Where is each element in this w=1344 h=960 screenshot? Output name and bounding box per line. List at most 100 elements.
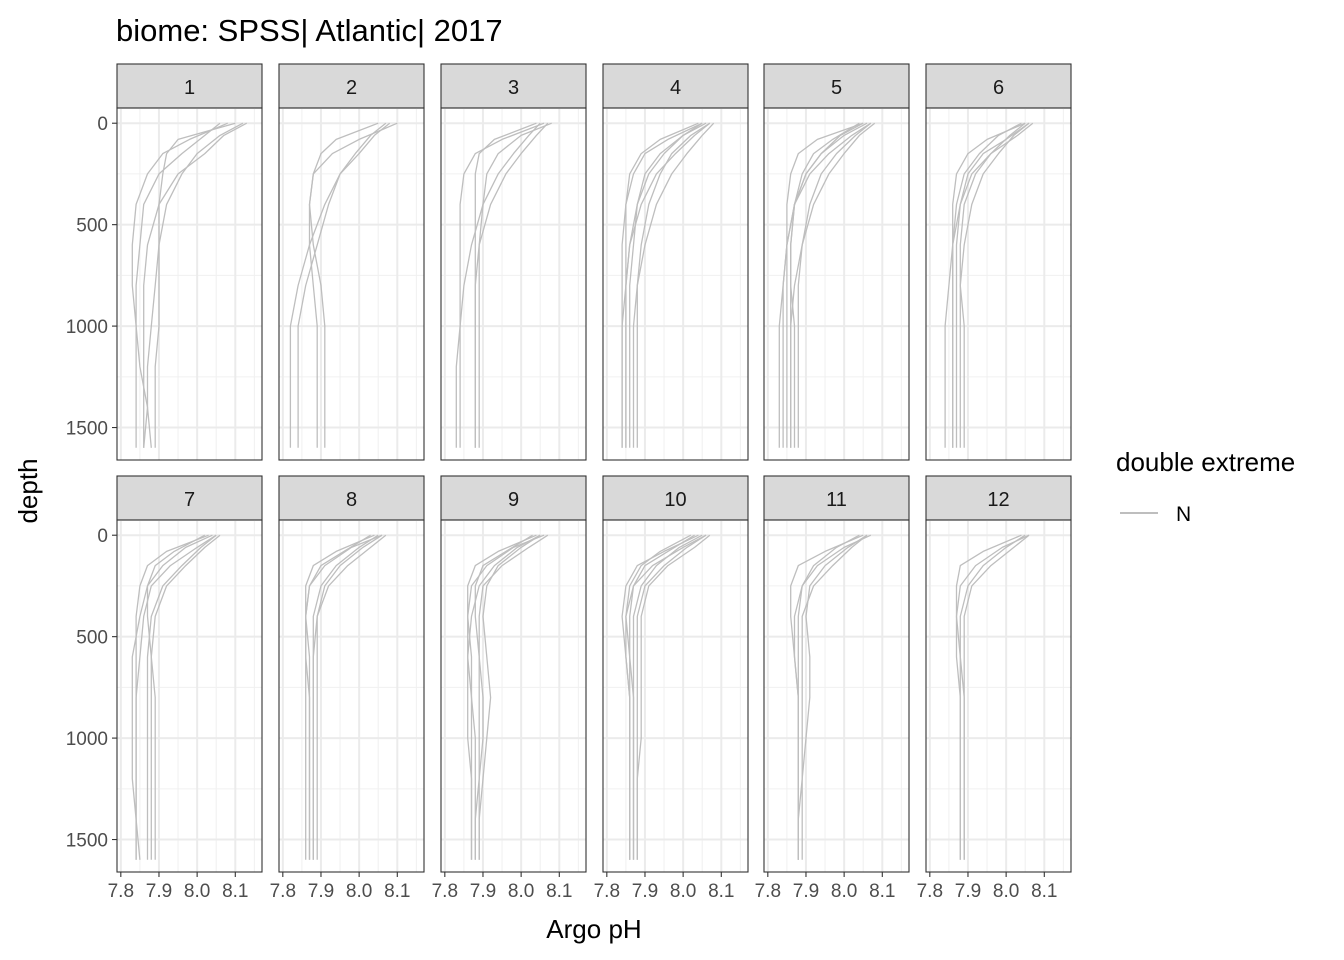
y-tick-label: 1000 xyxy=(66,729,108,750)
facet-strip-label: 10 xyxy=(664,489,686,511)
profile-line xyxy=(959,534,1026,860)
y-tick-label: 1500 xyxy=(66,419,108,440)
profile-line xyxy=(308,122,398,448)
facet-strip xyxy=(440,475,587,521)
facet-panel-2: 2 xyxy=(278,63,425,461)
profile-line xyxy=(305,534,371,860)
x-tick-label: 7.8 xyxy=(594,881,620,902)
facet-strip-label: 3 xyxy=(508,77,519,99)
y-tick-label: 500 xyxy=(76,216,108,237)
profile-line xyxy=(629,122,707,448)
profile-line xyxy=(790,122,860,448)
facet-strip xyxy=(116,475,263,521)
panel-border xyxy=(763,107,910,461)
x-tick-label: 7.9 xyxy=(632,881,658,902)
x-tick-label: 7.9 xyxy=(793,881,819,902)
profile-line xyxy=(632,122,715,448)
x-tick-label: 7.8 xyxy=(917,881,943,902)
profile-line xyxy=(467,534,541,860)
facet-strip xyxy=(763,63,910,109)
facet-panel-9: 9 7.8 7.9 8.0 8.1 xyxy=(432,475,587,902)
x-axis-title: Argo pH xyxy=(546,914,641,944)
facet-panel-7: 7 0 500 1000 1500 7.8 7.9 8.0 8.1 xyxy=(66,475,263,902)
x-tick-label: 8.1 xyxy=(708,881,734,902)
profile-line xyxy=(621,122,703,448)
panel-border xyxy=(602,107,749,461)
panel-border xyxy=(925,107,1072,461)
facet-strip xyxy=(116,63,263,109)
x-tick-label: 8.1 xyxy=(1031,881,1057,902)
profile-line xyxy=(959,122,1026,448)
x-tick-label: 8.0 xyxy=(508,881,534,902)
facet-strip xyxy=(602,63,749,109)
profile-line xyxy=(135,534,209,860)
profile-line xyxy=(797,534,860,860)
profile-line xyxy=(474,534,533,860)
profile-line xyxy=(474,122,537,448)
profile-line xyxy=(636,534,707,860)
y-axis-title: depth xyxy=(13,458,43,523)
panel-border xyxy=(116,107,263,461)
profile-line xyxy=(478,534,541,860)
profile-line xyxy=(625,534,692,860)
x-tick-label: 8.1 xyxy=(384,881,410,902)
facet-panel-3: 3 xyxy=(440,63,587,461)
facet-strip xyxy=(925,475,1072,521)
legend: double extreme N xyxy=(1116,447,1295,526)
facet-strip-label: 1 xyxy=(184,77,195,99)
facet-strip xyxy=(602,475,749,521)
panel-border xyxy=(278,519,425,873)
profile-line xyxy=(625,122,703,448)
panel-border xyxy=(602,519,749,873)
x-tick-label: 8.1 xyxy=(546,881,572,902)
facet-strip-label: 7 xyxy=(184,489,195,511)
x-tick-label: 7.8 xyxy=(270,881,296,902)
profile-line xyxy=(131,534,213,860)
facet-strip-label: 12 xyxy=(987,489,1009,511)
x-tick-label: 8.0 xyxy=(184,881,210,902)
profile-line xyxy=(146,534,217,860)
facet-panel-10: 10 7.8 7.9 8.0 8.1 xyxy=(594,475,749,902)
facet-strip-label: 6 xyxy=(993,77,1004,99)
chart-title: biome: SPSS| Atlantic| 2017 xyxy=(116,13,503,48)
facet-strip-label: 5 xyxy=(831,77,842,99)
panel-border xyxy=(116,519,263,873)
panel-border xyxy=(278,107,425,461)
profile-line xyxy=(782,122,864,448)
profile-line xyxy=(316,534,383,860)
facet-panel-4: 4 xyxy=(602,63,749,461)
x-tick-label: 7.9 xyxy=(308,881,334,902)
profile-line xyxy=(305,534,375,860)
x-tick-label: 7.9 xyxy=(470,881,496,902)
facet-panel-5: 5 xyxy=(763,63,910,461)
x-tick-label: 8.0 xyxy=(993,881,1019,902)
panel-border xyxy=(440,519,587,873)
y-tick-label: 1500 xyxy=(66,831,108,852)
facet-strip-label: 8 xyxy=(346,489,357,511)
x-tick-label: 8.0 xyxy=(831,881,857,902)
facet-strip-label: 9 xyxy=(508,489,519,511)
x-tick-label: 8.1 xyxy=(869,881,895,902)
facet-strip xyxy=(440,63,587,109)
profile-line xyxy=(797,122,872,448)
facet-strip xyxy=(925,63,1072,109)
profile-line xyxy=(135,122,221,448)
profile-line xyxy=(959,122,1030,448)
x-tick-label: 8.0 xyxy=(670,881,696,902)
profile-line xyxy=(143,122,248,448)
y-tick-label: 0 xyxy=(97,526,108,547)
panel-border xyxy=(440,107,587,461)
facet-strip-label: 11 xyxy=(826,489,847,511)
profile-line xyxy=(636,122,711,448)
panel-border xyxy=(925,519,1072,873)
legend-title: double extreme xyxy=(1116,447,1295,477)
profile-line xyxy=(131,122,228,448)
facet-strip xyxy=(278,63,425,109)
x-tick-label: 7.9 xyxy=(146,881,172,902)
legend-label-n: N xyxy=(1176,503,1191,526)
profile-line xyxy=(952,122,1022,448)
x-tick-label: 7.8 xyxy=(432,881,458,902)
profile-line xyxy=(455,122,541,448)
x-tick-label: 7.8 xyxy=(755,881,781,902)
